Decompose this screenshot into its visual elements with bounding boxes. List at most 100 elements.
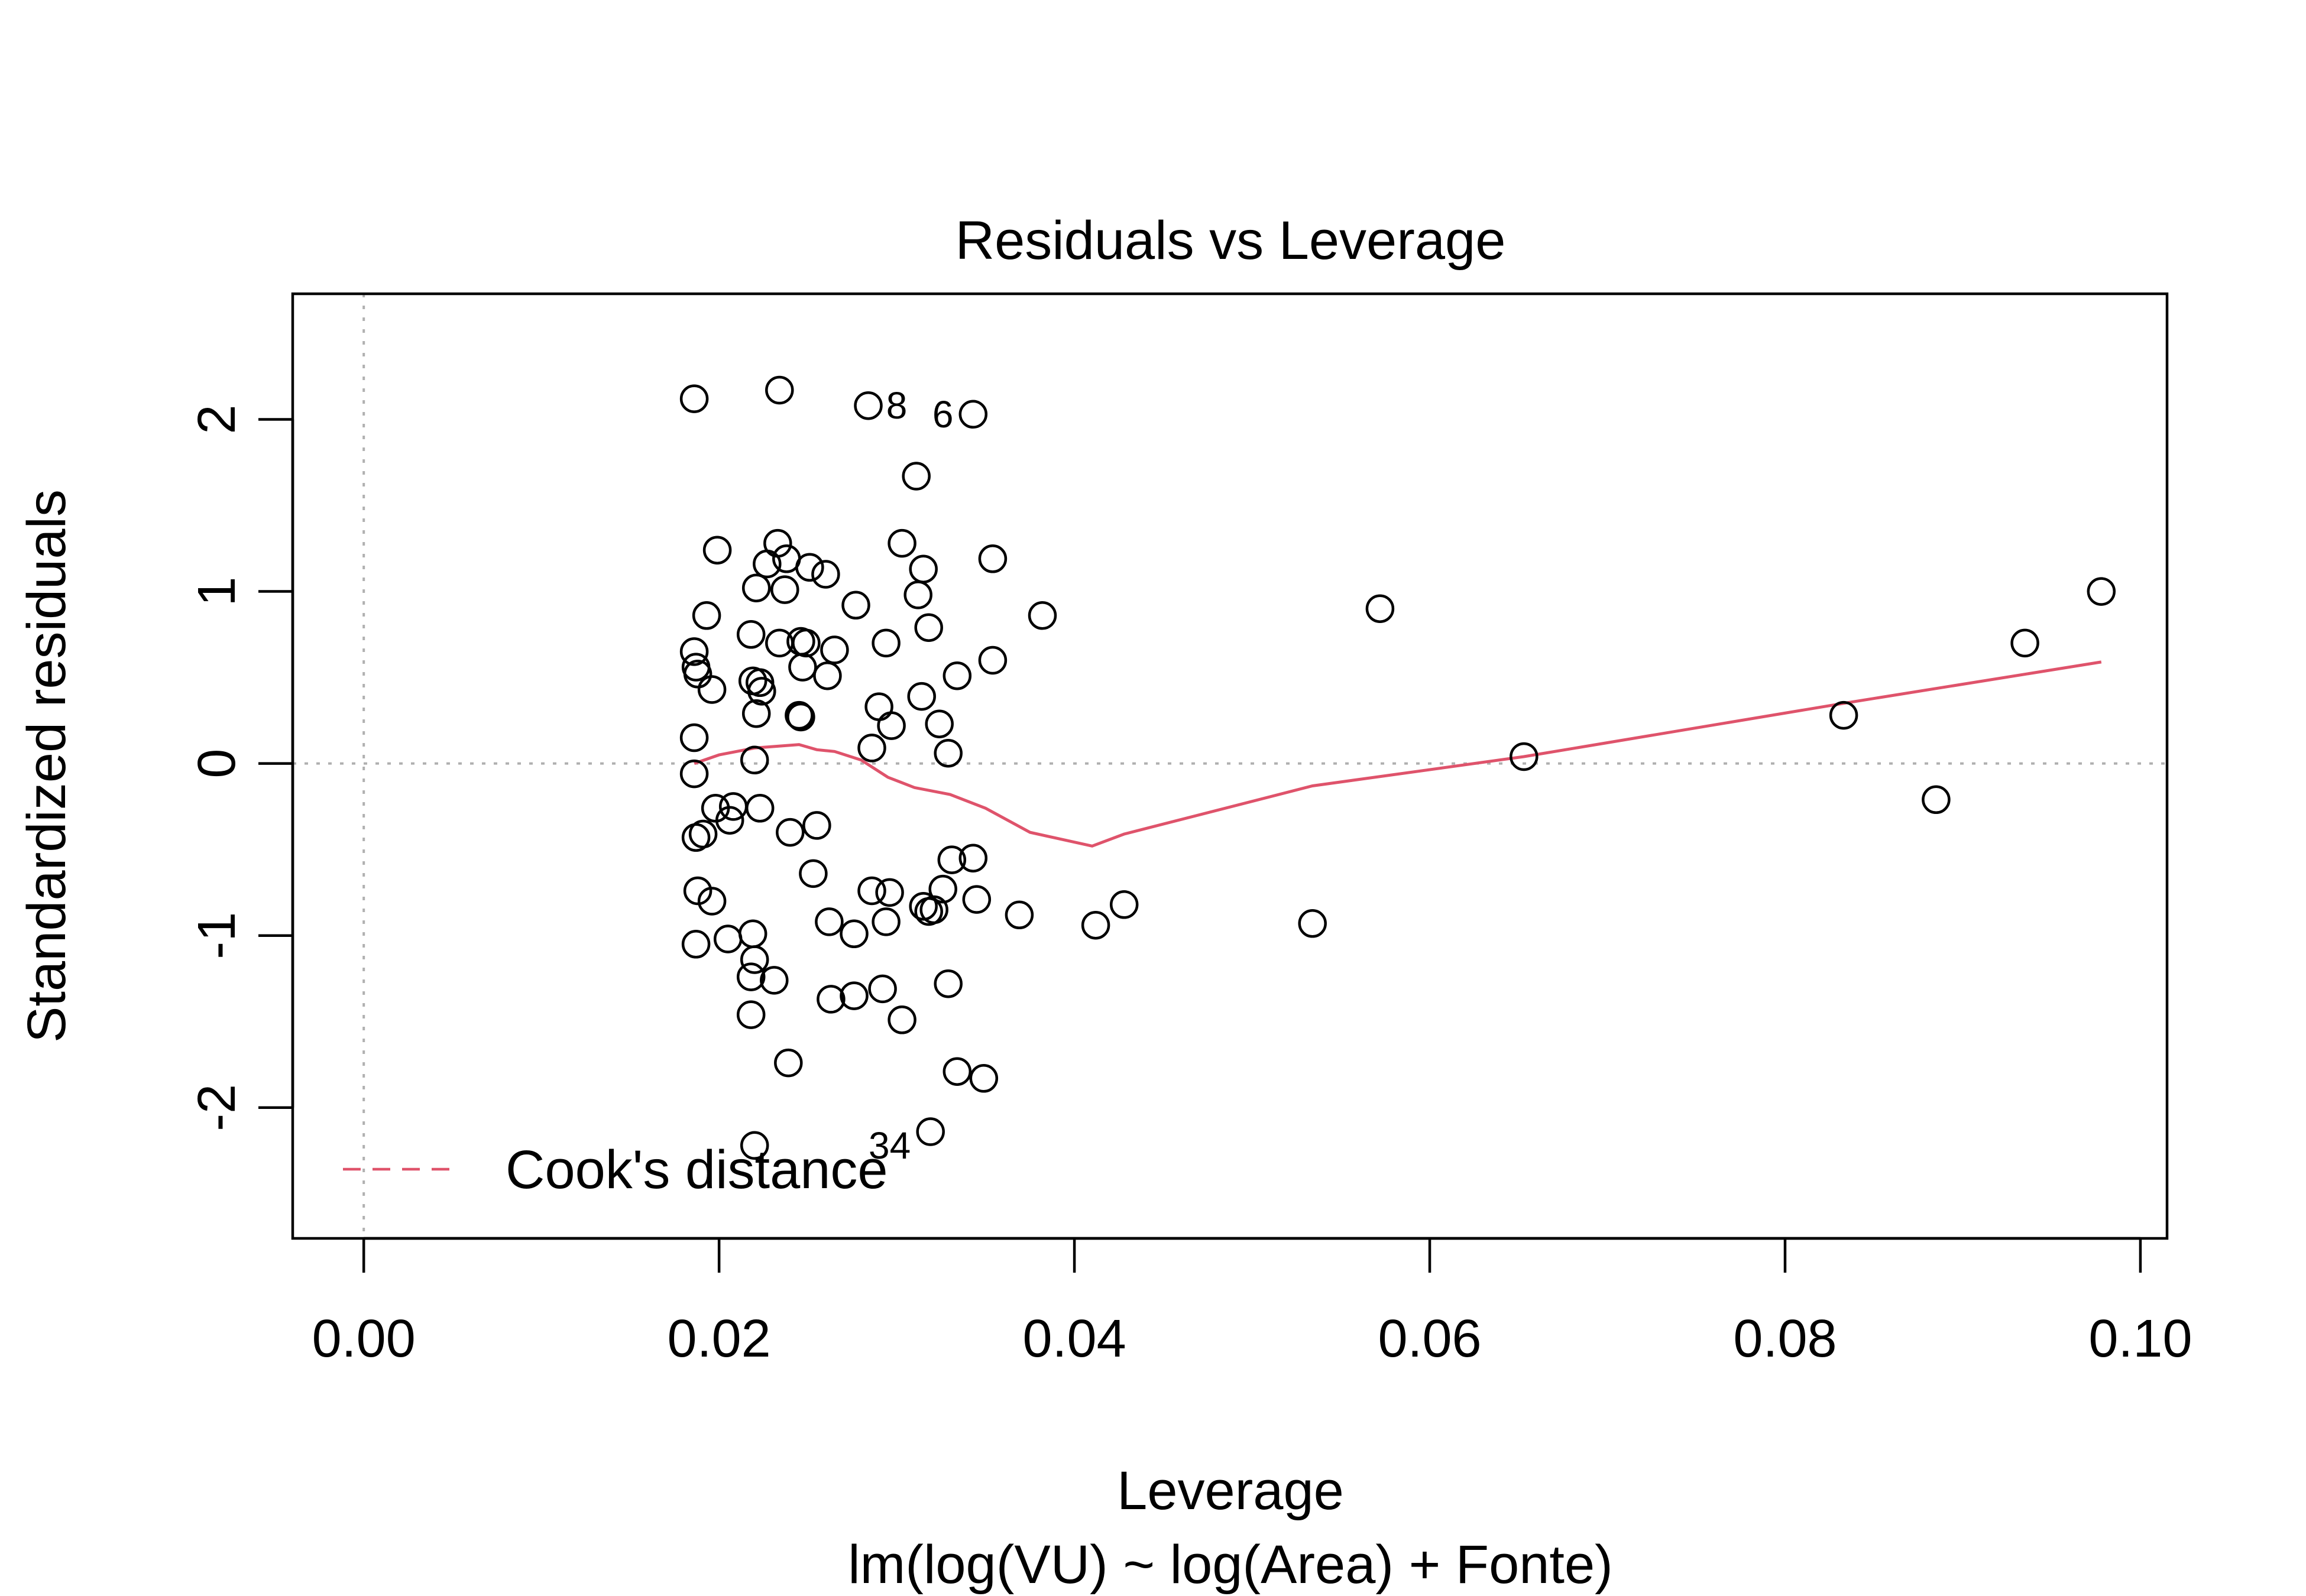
point-label-2: 34 [869, 1124, 911, 1167]
data-point-59 [937, 845, 967, 874]
chart-title: Residuals vs Leverage [956, 210, 1506, 271]
data-point-53 [745, 794, 775, 823]
data-point-9 [795, 553, 824, 582]
data-point-75 [681, 930, 711, 959]
data-point-80 [736, 962, 766, 991]
data-point-1 [765, 375, 794, 405]
data-point-40 [786, 702, 815, 732]
data-point-97 [1922, 785, 1951, 815]
data-point-22 [736, 620, 766, 649]
data-point-3 [958, 400, 988, 429]
data-point-92 [916, 1117, 945, 1146]
data-point-25 [792, 628, 821, 658]
point-labels-group: 8 6 34 [869, 384, 953, 1167]
data-point-27 [872, 628, 901, 658]
data-point-64 [875, 878, 904, 907]
reference-lines [293, 294, 2167, 1238]
x-tick-label-4: 0.08 [1733, 1309, 1837, 1368]
data-point-43 [907, 682, 936, 711]
data-point-51 [715, 806, 744, 835]
data-point-89 [943, 1057, 972, 1086]
data-point-48 [740, 745, 769, 775]
data-point-38 [741, 699, 771, 728]
data-point-88 [774, 1048, 803, 1078]
data-point-78 [840, 919, 869, 949]
smooth-line [694, 660, 2102, 848]
data-point-0 [679, 384, 709, 413]
data-point-84 [868, 974, 897, 1004]
data-point-37 [978, 645, 1008, 675]
data-point-98 [2010, 628, 2039, 658]
data-point-72 [815, 907, 844, 936]
x-tick-label-3: 0.06 [1378, 1309, 1481, 1368]
data-point-86 [736, 1000, 766, 1029]
data-point-33 [747, 677, 776, 706]
data-point-85 [934, 969, 963, 998]
y-tick-label-4: 2 [187, 404, 247, 434]
data-point-5 [702, 536, 732, 565]
data-point-21 [679, 637, 709, 666]
data-point-46 [857, 734, 886, 763]
points-group [679, 375, 2116, 1160]
x-tick-label-1: 0.02 [668, 1309, 771, 1368]
data-point-87 [888, 1005, 916, 1034]
data-point-54 [802, 811, 831, 840]
data-point-62 [697, 887, 727, 916]
data-point-7 [753, 549, 782, 579]
y-tick-label-3: 1 [187, 577, 247, 606]
data-point-49 [679, 759, 709, 789]
data-point-56 [688, 819, 718, 849]
chart-subtitle: lm(log(VU) ~ log(Area) + Fonte) [848, 1535, 1613, 1595]
data-point-73 [872, 907, 901, 936]
data-point-82 [817, 985, 846, 1014]
data-point-81 [760, 966, 789, 995]
y-axis-label: Standardized residuals [17, 489, 77, 1043]
legend-label-cooks-distance: Cook's distance [506, 1140, 888, 1200]
data-point-44 [925, 709, 954, 738]
data-point-63 [857, 876, 886, 906]
data-point-93 [1298, 909, 1327, 938]
data-point-29 [683, 660, 712, 689]
data-point-20 [914, 613, 943, 642]
data-point-47 [934, 738, 963, 768]
data-point-17 [692, 601, 721, 630]
data-point-74 [1081, 910, 1110, 940]
legend: Cook's distance [343, 1140, 888, 1200]
point-label-0: 8 [886, 384, 908, 427]
data-point-2 [854, 391, 883, 420]
data-point-90 [969, 1064, 999, 1093]
data-point-45 [679, 723, 709, 752]
data-point-26 [820, 635, 849, 664]
data-point-35 [813, 661, 842, 690]
data-point-39 [785, 700, 814, 730]
data-point-19 [1028, 601, 1057, 630]
data-point-96 [1829, 700, 1858, 730]
data-point-91 [740, 1131, 769, 1160]
data-point-94 [1365, 594, 1395, 623]
smooth-line-group [694, 660, 2102, 848]
data-point-30 [697, 675, 727, 704]
y-tick-label-1: -1 [187, 912, 247, 959]
data-point-99 [2087, 577, 2116, 606]
x-axis: 0.00 0.02 0.04 0.06 0.08 0.10 [312, 1237, 2192, 1368]
data-point-58 [799, 859, 828, 888]
y-tick-label-2: 0 [187, 749, 247, 778]
x-tick-label-0: 0.00 [312, 1309, 416, 1368]
data-point-14 [741, 573, 771, 602]
data-point-10 [811, 560, 840, 589]
data-point-68 [919, 895, 948, 924]
data-point-15 [770, 575, 799, 604]
data-point-34 [788, 653, 817, 682]
data-point-95 [1510, 742, 1539, 771]
data-point-42 [877, 711, 906, 740]
point-label-1: 6 [932, 393, 954, 436]
data-point-36 [943, 661, 972, 690]
data-point-13 [978, 544, 1008, 573]
data-point-61 [683, 876, 712, 906]
data-point-16 [903, 580, 932, 609]
data-point-18 [841, 591, 870, 620]
data-point-4 [902, 462, 931, 491]
data-point-71 [1109, 890, 1139, 919]
